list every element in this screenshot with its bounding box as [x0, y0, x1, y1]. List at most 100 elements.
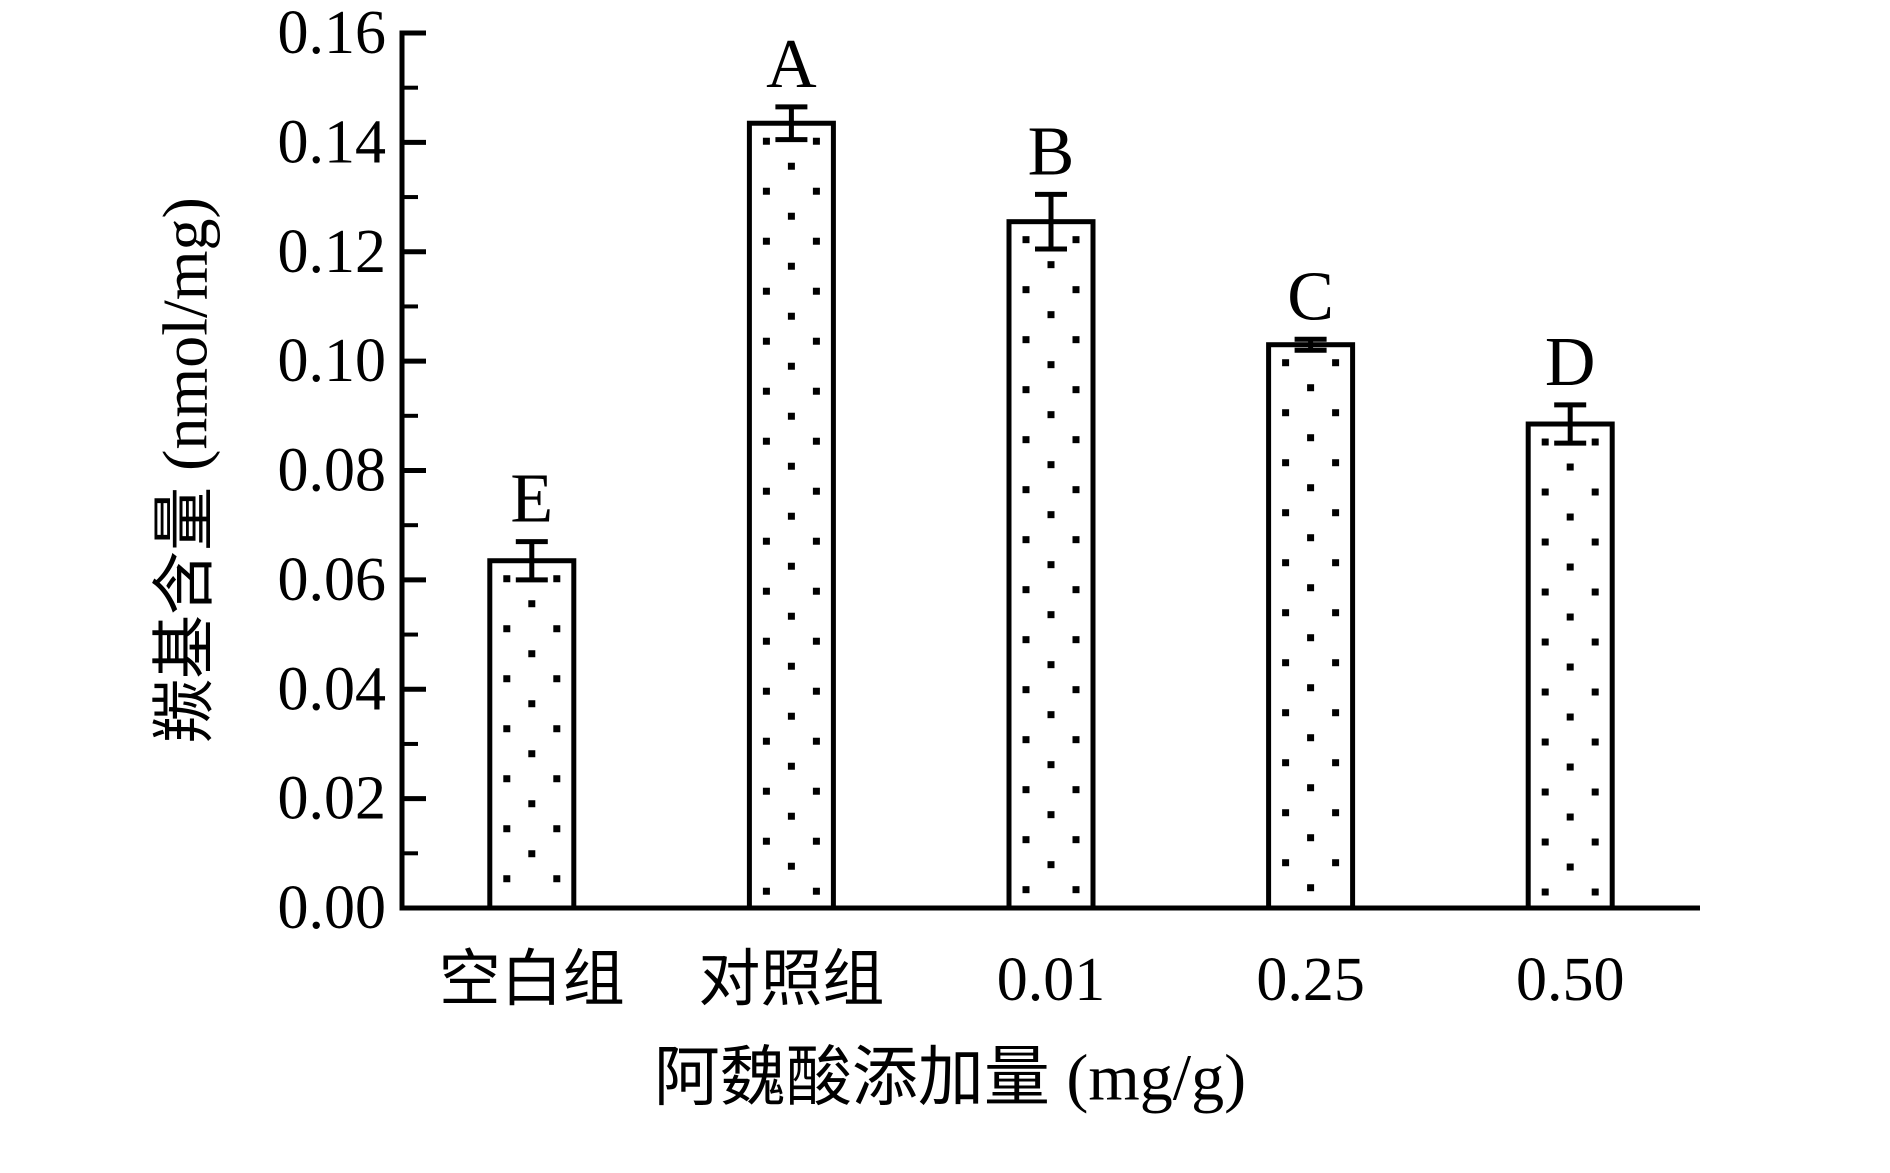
bar-pattern-dot: [1072, 736, 1080, 744]
bar-pattern-dot: [528, 850, 536, 858]
bar-pattern-dot: [1282, 609, 1290, 617]
bar-pattern-dot: [1022, 686, 1030, 694]
bar-pattern-dot: [1047, 461, 1055, 469]
bar-pattern-dot: [787, 812, 795, 820]
bar-pattern-dot: [812, 237, 820, 245]
bar-pattern-dot: [1282, 509, 1290, 517]
bar-pattern-dot: [1591, 688, 1599, 696]
bar-pattern-dot: [1541, 588, 1549, 596]
bar-pattern-dot: [812, 687, 820, 695]
bar-pattern-dot: [1072, 436, 1080, 444]
bar-pattern-dot: [812, 487, 820, 495]
bar-pattern-dot: [1307, 734, 1315, 742]
bar-pattern-dot: [1332, 809, 1340, 817]
bar-pattern-dot: [762, 137, 770, 145]
bar-pattern-dot: [1047, 611, 1055, 619]
bar-pattern-dot: [1282, 859, 1290, 867]
bar-pattern-dot: [1307, 784, 1315, 792]
bar-pattern-dot: [762, 587, 770, 595]
bar-pattern-dot: [1282, 559, 1290, 567]
x-axis-title: 阿魏酸添加量 (mg/g): [654, 1042, 1246, 1115]
y-tick-label: 0.04: [278, 655, 387, 723]
bar-pattern-dot: [1072, 286, 1080, 294]
bar-pattern-dot: [1047, 761, 1055, 769]
bar-pattern-dot: [812, 137, 820, 145]
bar-pattern-dot: [1332, 609, 1340, 617]
bar-pattern-dot: [1072, 336, 1080, 344]
bar-pattern-dot: [553, 775, 561, 783]
bar-pattern-dot: [1047, 411, 1055, 419]
significance-letter: E: [510, 461, 553, 538]
bar-pattern-dot: [1566, 663, 1574, 671]
bar-pattern-dot: [787, 562, 795, 570]
bar-pattern-dot: [1541, 688, 1549, 696]
bar-pattern-dot: [1332, 559, 1340, 567]
bar-pattern-dot: [762, 387, 770, 395]
bar-pattern-dot: [812, 437, 820, 445]
bar-pattern-dot: [1022, 586, 1030, 594]
bar-pattern-dot: [1591, 838, 1599, 846]
bar-pattern-dot: [1282, 809, 1290, 817]
bar-pattern-dot: [787, 762, 795, 770]
bar-pattern-dot: [503, 725, 511, 733]
bar-pattern-dot: [1022, 736, 1030, 744]
bar-pattern-dot: [762, 787, 770, 795]
bar-pattern-dot: [553, 875, 561, 883]
bar-pattern-dot: [812, 387, 820, 395]
bar-pattern-dot: [503, 825, 511, 833]
bar-pattern-dot: [1566, 713, 1574, 721]
bar-pattern-dot: [1047, 711, 1055, 719]
bar-pattern-dot: [787, 462, 795, 470]
bar-pattern-dot: [1072, 486, 1080, 494]
bar-pattern-dot: [787, 312, 795, 320]
bar-pattern-dot: [1047, 511, 1055, 519]
bar-pattern-dot: [1072, 236, 1080, 244]
bar-pattern-dot: [528, 800, 536, 808]
bar-pattern-dot: [1541, 888, 1549, 896]
bar-pattern-dot: [762, 487, 770, 495]
bar-pattern-dot: [1332, 359, 1340, 367]
bar-pattern-dot: [787, 262, 795, 270]
significance-letter: B: [1028, 113, 1075, 190]
bar-pattern-dot: [787, 512, 795, 520]
bar-pattern-dot: [1047, 861, 1055, 869]
significance-letter: A: [766, 26, 817, 103]
bar-pattern-dot: [1072, 536, 1080, 544]
bar-pattern-dot: [1566, 613, 1574, 621]
bar-pattern-dot: [1047, 261, 1055, 269]
bar-pattern-dot: [1591, 538, 1599, 546]
bar-pattern-dot: [812, 787, 820, 795]
bar-pattern-dot: [1332, 409, 1340, 417]
bar-pattern-dot: [762, 337, 770, 345]
y-tick-label: 0.06: [278, 546, 387, 614]
bar-pattern-dot: [787, 612, 795, 620]
bar-pattern-dot: [528, 700, 536, 708]
y-tick-label: 0.08: [278, 437, 387, 505]
y-tick-label: 0.02: [278, 765, 387, 833]
bar-pattern-dot: [1072, 386, 1080, 394]
bar-pattern-dot: [1072, 636, 1080, 644]
bar-pattern-dot: [1282, 759, 1290, 767]
bar-pattern-dot: [787, 412, 795, 420]
bar-pattern-dot: [762, 737, 770, 745]
bar-pattern-dot: [1072, 586, 1080, 594]
bar-pattern-dot: [812, 887, 820, 895]
bar-pattern-dot: [1566, 513, 1574, 521]
bar-pattern-dot: [1282, 359, 1290, 367]
bar-pattern-dot: [1022, 836, 1030, 844]
bar-pattern-dot: [553, 725, 561, 733]
bar-pattern-dot: [1591, 888, 1599, 896]
bar-pattern-dot: [1022, 436, 1030, 444]
bar-pattern-dot: [1307, 834, 1315, 842]
bar-pattern-dot: [528, 650, 536, 658]
bar: [1268, 344, 1353, 908]
bar-pattern-dot: [787, 212, 795, 220]
bar-pattern-dot: [1022, 486, 1030, 494]
y-tick-label: 0.14: [278, 108, 387, 176]
bar-pattern-dot: [1591, 588, 1599, 596]
bar-pattern-dot: [553, 625, 561, 633]
bar-pattern-dot: [1307, 534, 1315, 542]
bar-pattern-dot: [762, 687, 770, 695]
bar-pattern-dot: [812, 737, 820, 745]
